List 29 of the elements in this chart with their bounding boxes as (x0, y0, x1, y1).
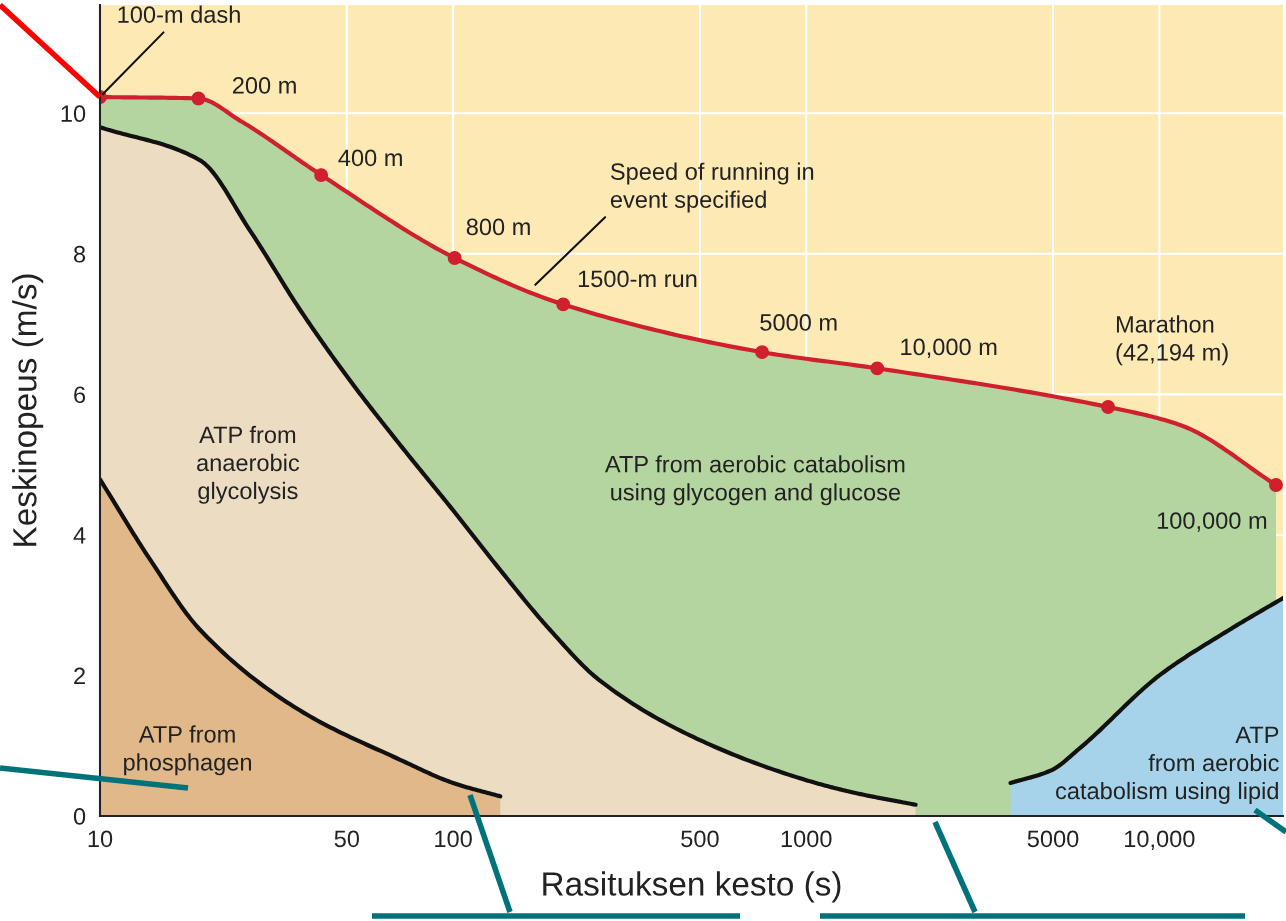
y-tick-label: 6 (74, 386, 86, 404)
x-tick-label: 50 (334, 830, 360, 848)
annotation: 10,000 m (901, 338, 997, 359)
annotation: 100-m dash (118, 5, 240, 23)
x-tick-label: 1000 (781, 830, 832, 848)
annotation: ATP from phosphagen (124, 725, 252, 776)
y-tick-label: 8 (74, 245, 86, 263)
y-tick-label: 10 (61, 105, 86, 123)
x-tick-label: 100 (435, 830, 472, 848)
annotation: 100,000 m (1157, 512, 1267, 532)
y-tick-label: 0 (73, 808, 86, 825)
annotation: 200 m (232, 77, 296, 94)
x-tick-label: 10 (88, 830, 113, 848)
x-tick-label: 5000 (1027, 830, 1079, 848)
x-tick-label: 500 (681, 830, 719, 848)
x-axis-title: Rasituksen kesto (s) (543, 871, 841, 903)
annotation: 5000 m (760, 314, 837, 331)
annotation: ATP from anaerobic glycolysis (197, 425, 300, 504)
x-tick-label: 10,000 (1125, 830, 1195, 851)
y-tick-label: 2 (74, 667, 85, 684)
y-axis-title: Keskinopeus (m/s) (12, 274, 44, 546)
annotation: 800 m (466, 218, 530, 236)
annotation: 1500-m run (578, 270, 697, 288)
annotation: Marathon (42,194 m) (1116, 315, 1228, 366)
annotation: 400 m (338, 149, 402, 167)
y-tick-label: 4 (73, 527, 86, 544)
annotation: Speed of running in event specified (610, 162, 814, 213)
annotation: ATP from aerobic catabolism using glycogen and glucose (604, 455, 905, 506)
annotation: ATP from aerobic catabolism using lipid (1056, 726, 1279, 804)
